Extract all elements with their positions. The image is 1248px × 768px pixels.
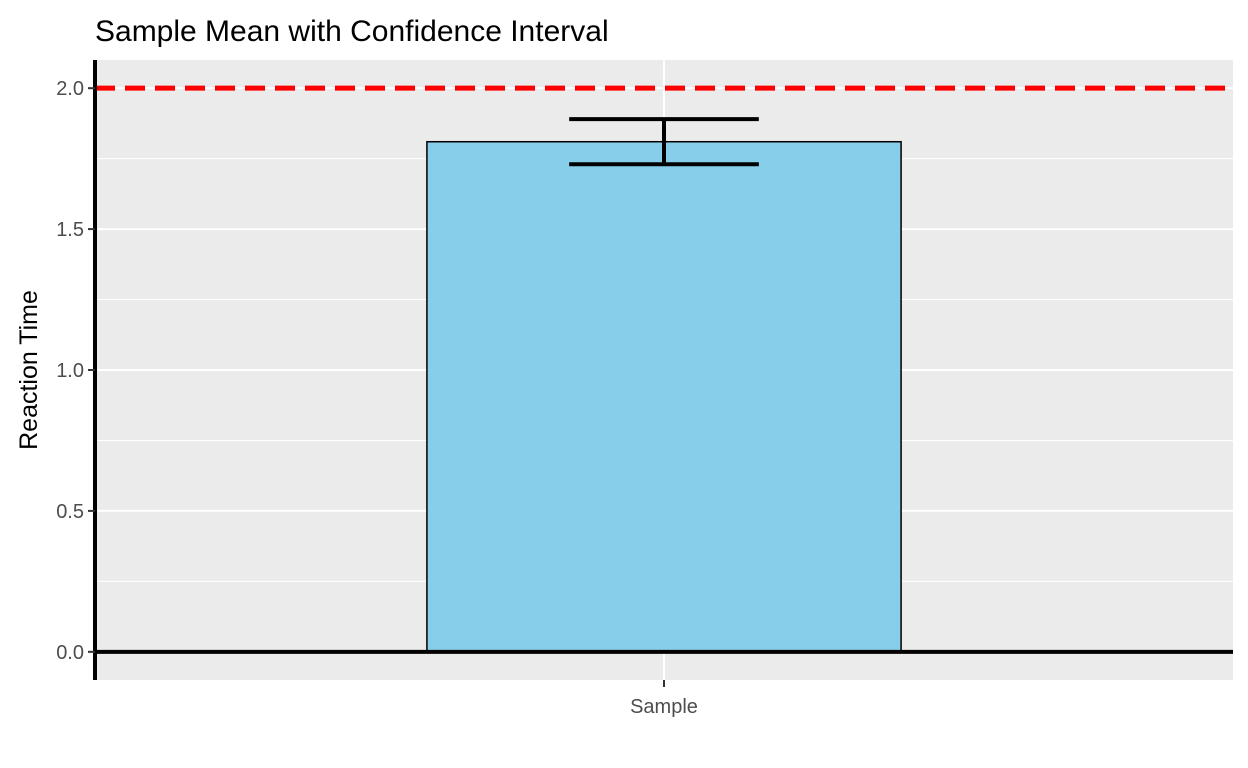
y-axis-title: Reaction Time (15, 290, 43, 450)
axes: 0.0 0.5 1.0 1.5 2.0 Sample (56, 78, 698, 718)
error-bars (569, 117, 759, 167)
y-tick-label: 1.0 (56, 360, 84, 382)
chart-title: Sample Mean with Confidence Interval (95, 15, 609, 48)
bars (426, 140, 902, 653)
y-tick-label: 0.0 (56, 642, 84, 664)
bar (426, 140, 902, 653)
y-tick-label: 2.0 (56, 78, 84, 100)
x-tick-label: Sample (630, 696, 698, 718)
y-tick-label: 0.5 (56, 501, 84, 523)
y-tick-label: 1.5 (56, 219, 84, 241)
